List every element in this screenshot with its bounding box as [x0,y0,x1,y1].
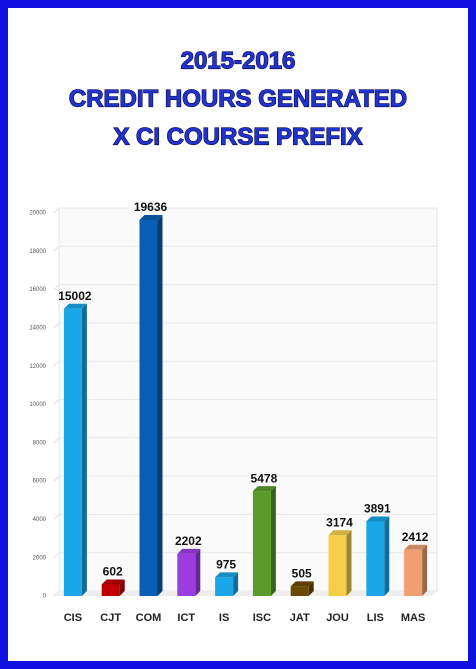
y-tick-label: 10000 [29,402,46,408]
chart-title: X CI COURSE PREFIX [113,123,362,150]
bar-side [422,544,428,596]
bar [290,586,309,596]
y-tick-label: 6000 [33,479,47,485]
y-tick-label: 12000 [29,364,46,370]
bar-top [404,544,428,550]
bar-side [270,486,276,596]
bar-top [63,303,87,309]
bar [252,491,271,596]
bar [215,577,234,596]
y-tick-label: 0 [43,594,47,600]
bar [177,553,196,596]
grid-line [53,399,60,405]
grid-line [53,322,60,329]
y-tick-label: 14000 [29,325,46,331]
x-tick-label: IS [219,612,229,624]
y-tick-label: 18000 [29,249,46,255]
data-label: 602 [103,565,123,579]
bar-top [366,516,390,522]
bar-side [157,214,163,597]
chart-title: 2015-2016 [181,47,296,74]
bar-top [215,572,239,578]
y-tick-label: 2000 [33,555,47,561]
y-tick-label: 20000 [29,211,46,217]
grid-line [53,284,60,290]
bar-side [195,548,201,596]
bar-side [119,579,125,596]
data-label: 3174 [326,515,353,529]
y-tick-label: 4000 [33,517,47,523]
bar [101,584,120,596]
x-tick-label: CJT [100,612,121,624]
x-tick-label: ISC [253,612,271,624]
bar-top [101,579,125,585]
data-label: 2412 [402,530,429,544]
grid-line [53,437,60,444]
data-label: 19636 [134,200,168,214]
bar [139,219,158,597]
x-tick-label: MAS [401,612,425,624]
grid-line [53,475,60,482]
x-tick-label: JAT [290,612,310,624]
bar-side [346,530,352,596]
bar [63,308,82,596]
bar-top [328,530,352,536]
bar-side [81,303,87,596]
y-tick-label: 8000 [33,440,47,446]
grid-line [53,360,60,367]
data-label: 3891 [364,502,391,516]
grid-line [53,245,60,252]
data-label: 505 [292,567,312,581]
data-label: 15002 [58,289,92,303]
data-label: 5478 [251,471,278,485]
chart-title: CREDIT HOURS GENERATED [69,85,407,112]
bar-side [308,581,314,596]
y-tick-label: 16000 [29,287,46,293]
bar-top [177,548,201,554]
x-tick-label: CIS [64,612,82,624]
x-tick-label: JOU [326,612,349,624]
grid-line [53,552,60,559]
bar-side [233,572,239,596]
bar [404,549,423,596]
bar-top [290,581,314,587]
bar [328,535,347,596]
x-tick-label: ICT [177,612,195,624]
grid-line [53,207,60,214]
data-label: 975 [216,558,236,572]
bar-top [139,214,163,220]
bar-top [252,486,276,492]
grid-line [53,514,60,520]
bar-side [384,516,390,596]
x-tick-label: COM [136,612,162,624]
x-tick-label: LIS [367,612,384,624]
bar [366,521,385,596]
data-label: 2202 [175,534,202,548]
